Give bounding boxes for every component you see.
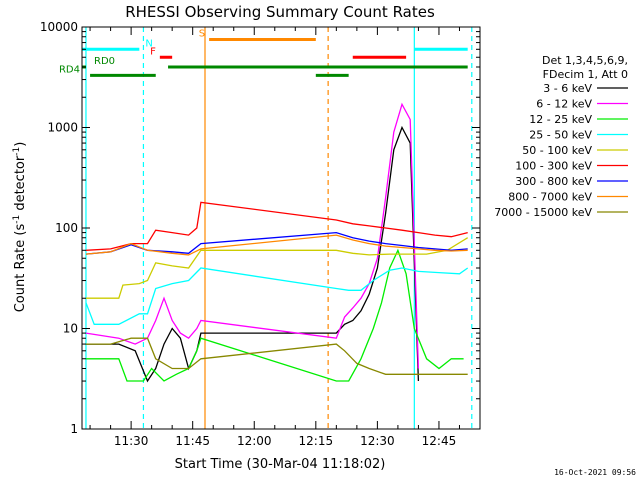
y-axis-label: Count Rate (s-1 detector-1) [12, 142, 28, 313]
footer-timestamp: 16-Oct-2021 09:56 [554, 468, 636, 477]
x-axis-label: Start Time (30-Mar-04 11:18:02) [175, 457, 386, 472]
flag-label-rd0: RD0 [94, 56, 115, 67]
series-lines [85, 102, 469, 383]
legend-label-4: 50 - 100 keV [522, 144, 592, 157]
legend-label-8: 7000 - 15000 keV [494, 206, 592, 219]
x-tick-label-3: 12:15 [299, 434, 334, 448]
series-line-7 [85, 234, 468, 256]
chart-title: RHESSI Observing Summary Count Rates [125, 3, 435, 21]
vertical-lines [85, 27, 473, 429]
flag-label-rd4: RD4 [59, 64, 80, 75]
axes: 1 10 100 1000 10000 11:30 11:45 12:00 12:15 12:30… [40, 20, 481, 448]
series-line-4 [86, 237, 469, 299]
y-tick-label-1: 10 [63, 322, 78, 336]
flag-label-s: S [199, 29, 205, 40]
legend-label-0: 3 - 6 keV [543, 82, 592, 95]
y-tick-label-4: 10000 [40, 20, 78, 34]
series-line-8 [86, 337, 468, 375]
x-tick-label-1: 11:45 [175, 434, 210, 448]
x-tick-label-4: 12:30 [360, 434, 395, 448]
legend-header-0: Det 1,3,4,5,6,9, [542, 54, 628, 67]
series-line-5 [85, 201, 468, 251]
y-tick-label-2: 100 [55, 221, 78, 235]
legend-label-3: 25 - 50 keV [529, 129, 592, 142]
legend: Det 1,3,4,5,6,9,FDecim 1, Att 03 - 6 keV… [494, 54, 628, 219]
series-line-3 [85, 267, 469, 325]
flag-label-n: N [145, 38, 152, 49]
series-line-0 [86, 125, 420, 383]
legend-header-1: FDecim 1, Att 0 [543, 68, 628, 81]
y-tick-label-0: 1 [70, 422, 78, 436]
series-line-2 [86, 248, 464, 382]
legend-label-1: 6 - 12 keV [536, 98, 592, 111]
legend-label-7: 800 - 7000 keV [508, 191, 592, 204]
legend-label-6: 300 - 800 keV [515, 175, 592, 188]
legend-label-5: 100 - 300 keV [515, 160, 592, 173]
series-line-1 [85, 102, 420, 369]
x-tick-label-0: 11:30 [114, 434, 149, 448]
flag-label-f: F [150, 46, 156, 57]
y-tick-label-3: 1000 [47, 121, 78, 135]
flag-bars: NF S RD0 RD4 [59, 29, 468, 77]
x-tick-label-5: 12:45 [422, 434, 457, 448]
legend-label-2: 12 - 25 keV [529, 113, 592, 126]
x-tick-label-2: 12:00 [237, 434, 272, 448]
